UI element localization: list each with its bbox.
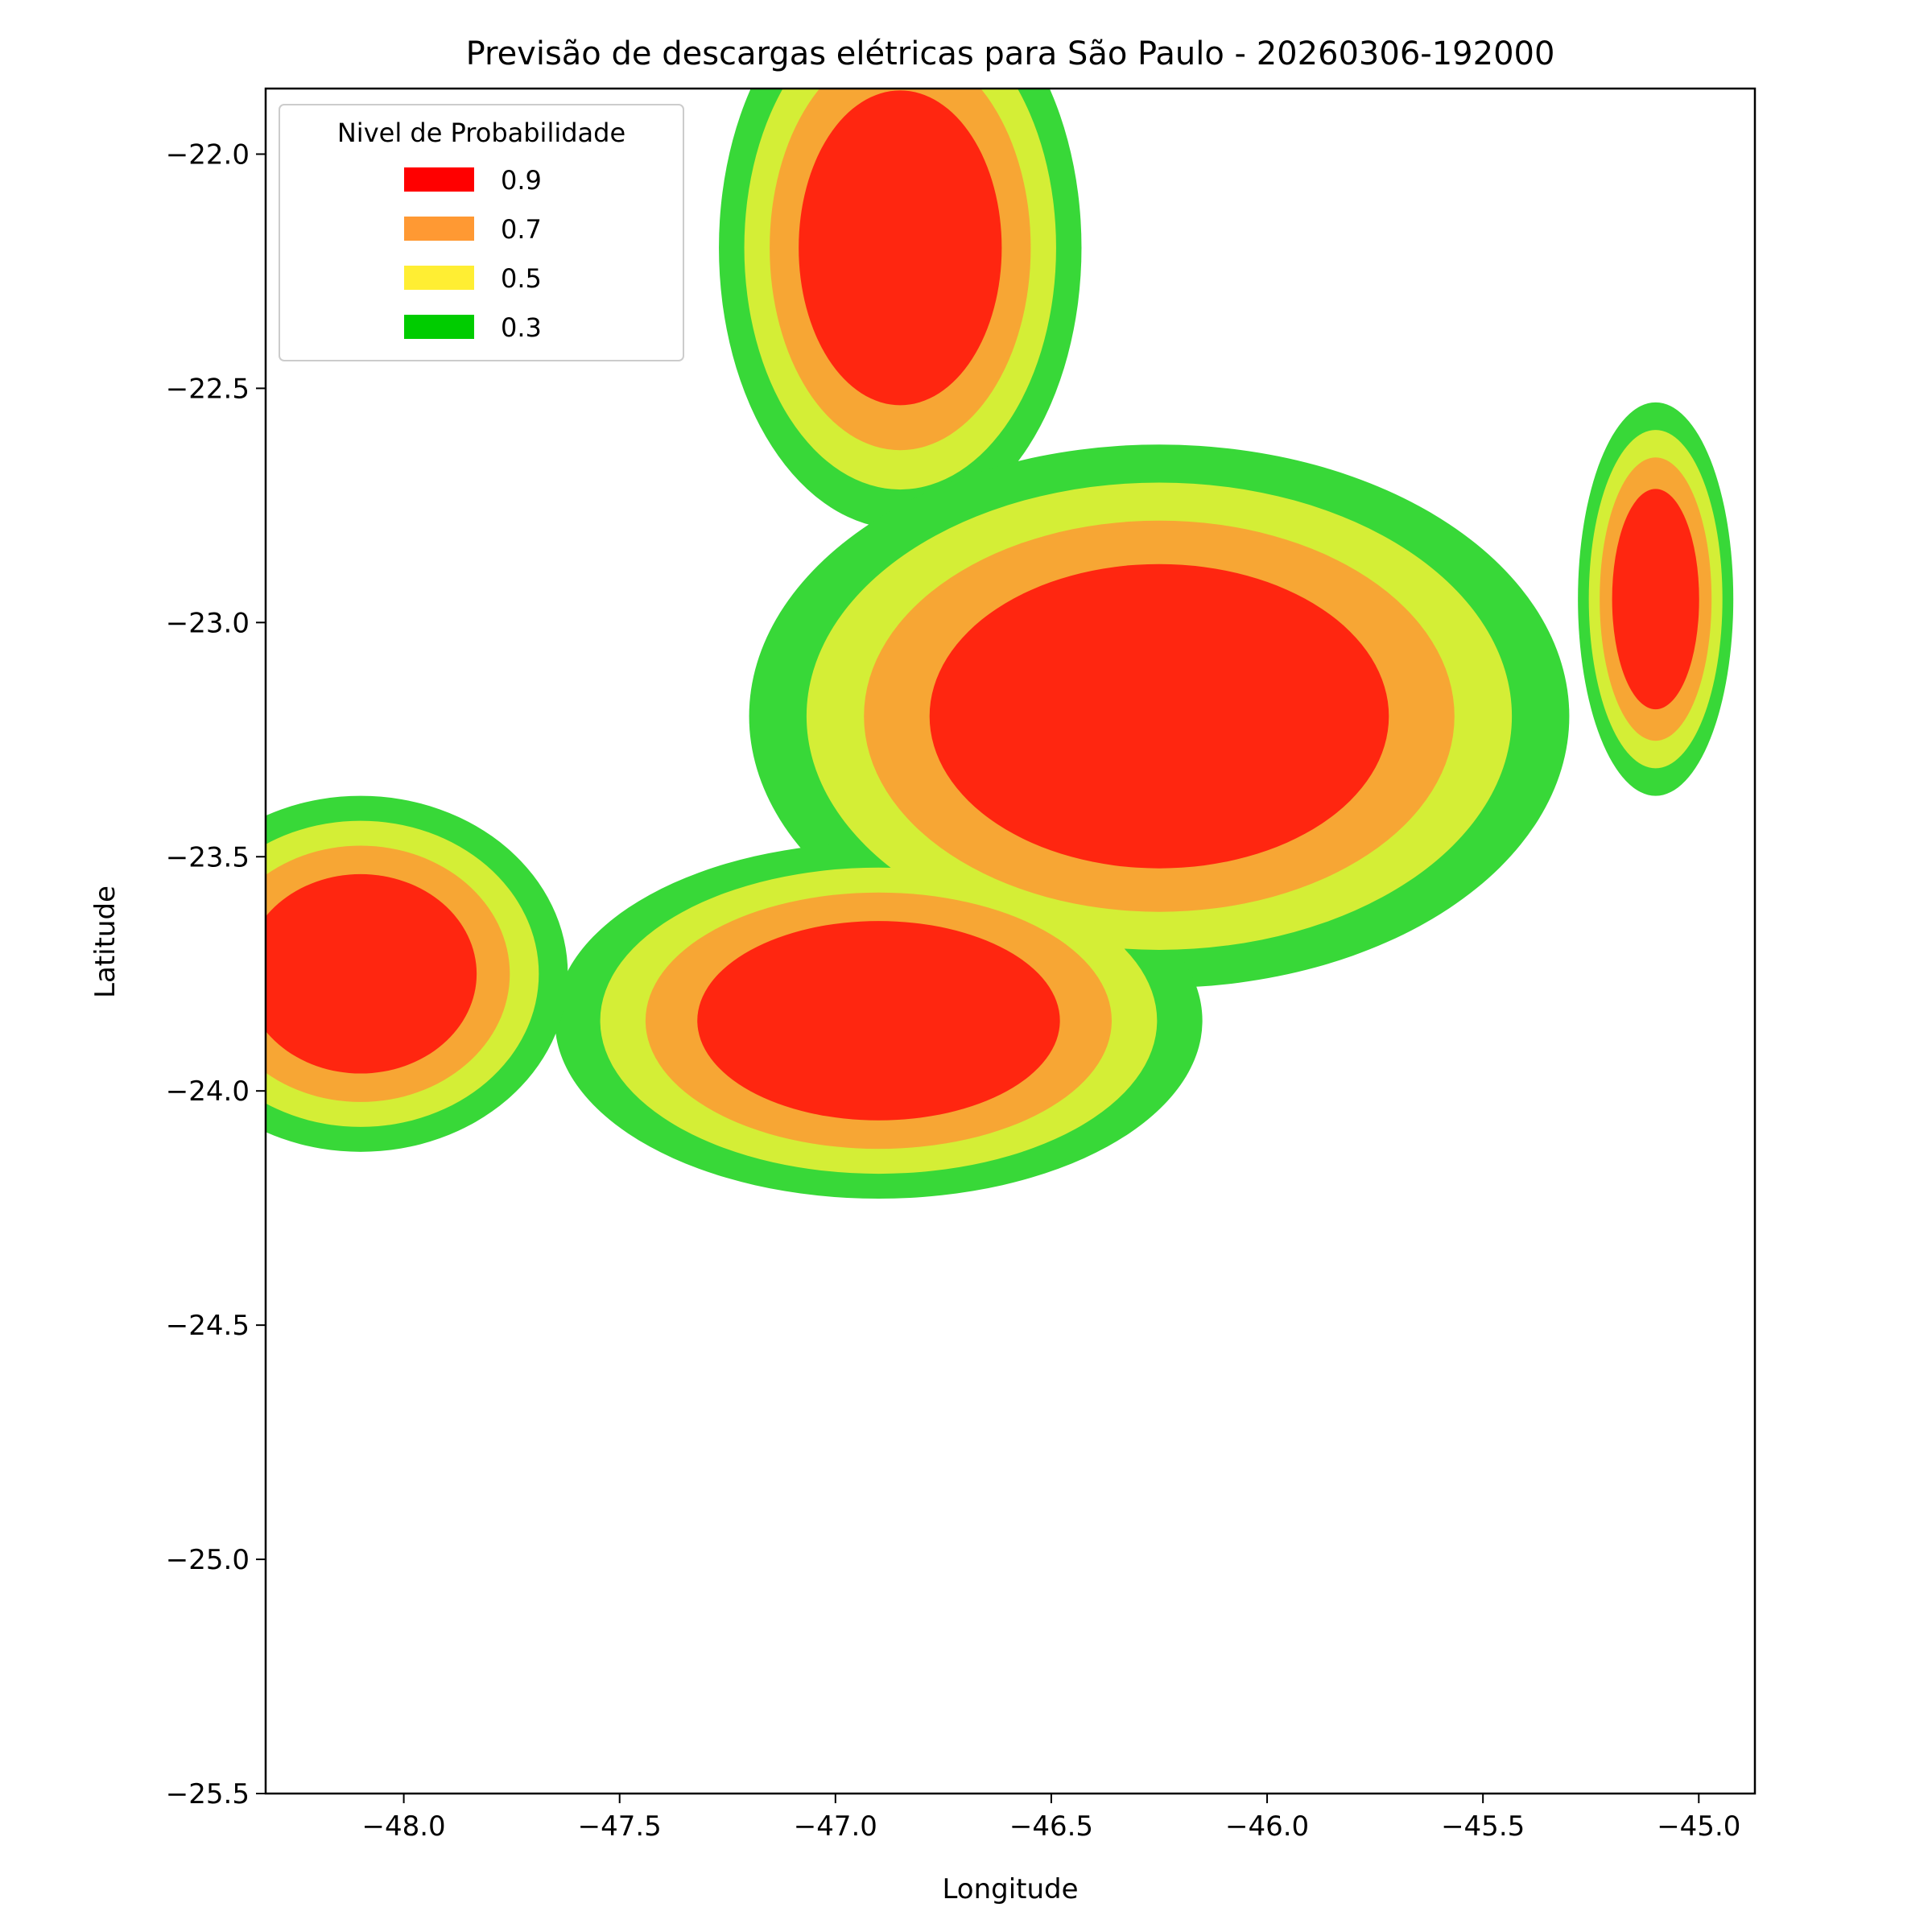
legend-swatch (404, 266, 474, 290)
y-tick-label: −22.0 (166, 138, 250, 171)
y-tick-label: −25.5 (166, 1778, 250, 1810)
contour-south-level-0-9 (697, 921, 1060, 1121)
x-axis-ticks: −48.0 −47.5 −47.0 −46.5 −46.0 −45.5 −45.0 (361, 1794, 1740, 1843)
plot-frame (264, 87, 1757, 1795)
y-tick-label: −25.0 (166, 1544, 250, 1576)
x-tick-label: −46.5 (1009, 1810, 1093, 1843)
y-tick-label: −23.5 (166, 841, 250, 873)
x-tick-label: −47.5 (578, 1810, 662, 1843)
legend-box (279, 104, 684, 361)
contour-east-edge-level-0-9 (1612, 489, 1699, 710)
x-tick-label: −47.0 (794, 1810, 877, 1843)
legend-swatch (404, 315, 474, 339)
legend-label: 0.5 (501, 263, 542, 294)
x-tick-label: −46.0 (1225, 1810, 1309, 1843)
y-tick-label: −22.5 (166, 373, 250, 405)
y-tick-label: −23.0 (166, 607, 250, 639)
chart-title: Previsão de descargas elétricas para São… (466, 35, 1555, 72)
legend-entries: 0.9 0.7 0.5 0.3 (404, 165, 542, 343)
legend-label: 0.7 (501, 214, 542, 245)
legend: Nivel de Probabilidade 0.9 0.7 0.5 0.3 (279, 104, 684, 361)
legend-swatch (404, 217, 474, 241)
contour-west-level-0-9 (266, 873, 477, 1074)
legend-swatch (404, 167, 474, 192)
x-axis-label: Longitude (942, 1873, 1078, 1905)
legend-title: Nivel de Probabilidade (337, 118, 625, 148)
legend-label: 0.9 (501, 165, 542, 196)
x-tick-label: −48.0 (361, 1810, 445, 1843)
legend-label: 0.3 (501, 312, 542, 343)
y-tick-label: −24.0 (166, 1075, 250, 1108)
y-axis-ticks: −22.0 −22.5 −23.0 −23.5 −24.0 −24.5 −25.0 −25.5 (166, 138, 266, 1810)
x-tick-label: −45.0 (1657, 1810, 1740, 1843)
y-axis-label: Latitude (89, 886, 122, 998)
contour-central-east-level-0-9 (929, 564, 1389, 869)
y-tick-label: −24.5 (166, 1310, 250, 1342)
probability-contours (266, 89, 1734, 1199)
contour-north-level-0-9 (799, 90, 1002, 406)
x-tick-label: −45.5 (1441, 1810, 1525, 1843)
